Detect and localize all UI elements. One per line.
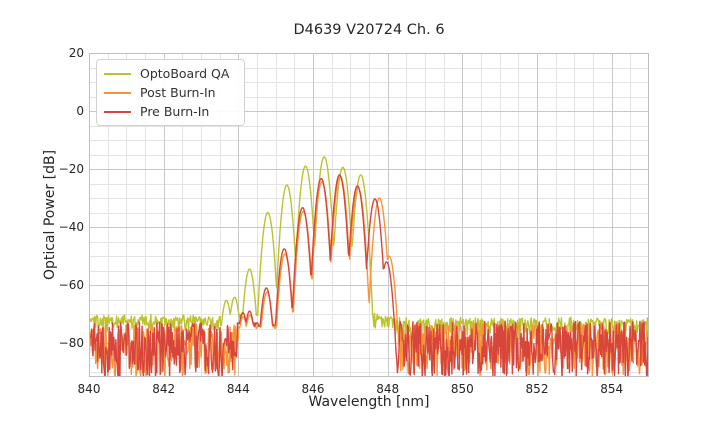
legend-item: Post Burn-In [104,83,238,102]
x-tick-label: 842 [152,382,176,396]
x-tick-label: 846 [301,382,325,396]
x-tick-label: 854 [600,382,624,396]
y-tick-label: 0 [76,104,84,118]
y-tick-label: −80 [58,336,84,351]
y-tick-label: −20 [58,162,84,177]
x-tick-label: 844 [226,382,250,396]
y-tick-label: −40 [58,220,84,235]
series-traces [89,156,649,377]
legend-label: Post Burn-In [140,85,216,100]
legend-line-sample [104,91,131,94]
x-tick-label: 840 [77,382,101,396]
x-axis-label: Wavelength [nm] [308,394,430,410]
legend-label: Pre Burn-In [140,104,210,119]
y-tick-label: 20 [68,46,84,60]
legend-line-sample [104,72,131,75]
legend: OptoBoard QA Post Burn-In Pre Burn-In [96,59,245,126]
x-tick-label: 852 [525,382,549,396]
x-tick-label: 850 [450,382,474,396]
y-tick-label: −60 [58,278,84,293]
chart-title: D4639 V20724 Ch. 6 [293,22,445,38]
x-tick-label: 848 [376,382,400,396]
axes-spines [89,53,649,377]
legend-item: Pre Burn-In [104,102,238,121]
legend-item: OptoBoard QA [104,64,238,83]
series-pre-burn-in-trace [89,174,649,377]
legend-line-sample [104,110,131,113]
legend-label: OptoBoard QA [140,66,230,81]
